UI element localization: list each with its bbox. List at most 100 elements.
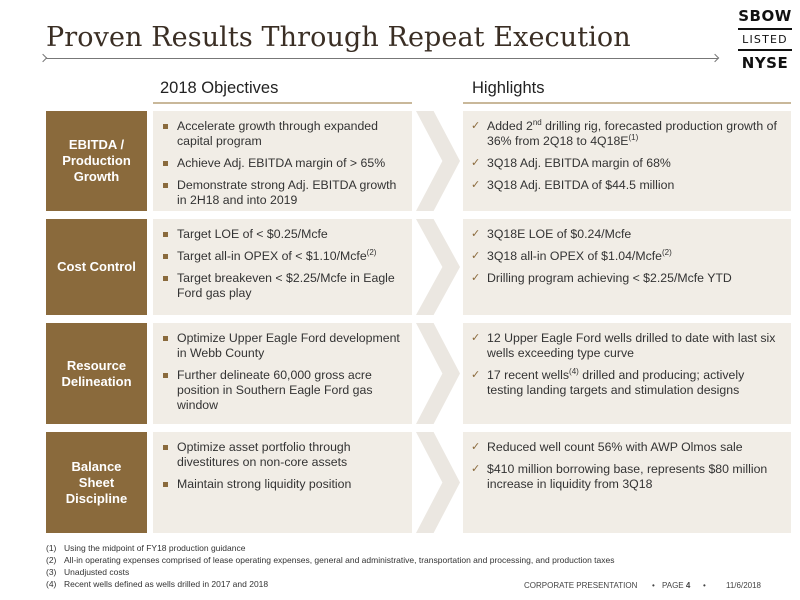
divider-arrow-left-icon (38, 53, 48, 63)
item-text: 3Q18 all-in OPEX of $1.04/Mcfe (487, 249, 662, 263)
highlight-item: ✓ Added 2nd drilling rig, forecasted prod… (471, 117, 781, 149)
item-text: Demonstrate strong Adj. EBITDA growth in… (177, 178, 397, 207)
objective-item: Maintain strong liquidity position (161, 477, 402, 492)
objectives-list: Optimize asset portfolio through divesti… (153, 432, 412, 492)
objective-item: Accelerate growth through expanded capit… (161, 119, 402, 149)
footnotes: (1) Using the midpoint of FY18 production… (46, 542, 614, 590)
row-label-line: Cost Control (57, 259, 136, 274)
checkmark-icon: ✓ (471, 228, 481, 240)
square-bullet-icon (163, 254, 168, 259)
objectives-panel: Accelerate growth through expanded capit… (153, 111, 412, 211)
highlight-item: ✓ $410 million borrowing base, represents… (471, 462, 781, 492)
item-text: Target breakeven < $2.25/Mcfe in Eagle F… (177, 271, 395, 300)
highlights-panel: ✓ 12 Upper Eagle Ford wells drilled to da… (463, 323, 791, 424)
square-bullet-icon (163, 183, 168, 188)
footnote-text: All-in operating expenses comprised of l… (64, 555, 615, 565)
objectives-list: Target LOE of < $0.25/Mcfe Target all-in … (153, 219, 412, 301)
row-label-line: Discipline (65, 490, 128, 506)
row-label-text: Resource Delineation (61, 358, 131, 390)
highlight-item: ✓ 3Q18 Adj. EBITDA of $44.5 million (471, 178, 781, 193)
highlights-panel: ✓ Reduced well count 56% with AWP Olmos s… (463, 432, 791, 533)
item-text: Achieve Adj. EBITDA margin of > 65% (177, 156, 386, 170)
checkmark-icon: ✓ (471, 250, 481, 262)
objectives-list: Optimize Upper Eagle Ford development in… (153, 323, 412, 413)
highlights-list: ✓ Reduced well count 56% with AWP Olmos s… (463, 432, 791, 492)
square-bullet-icon (163, 161, 168, 166)
item-text: Drilling program achieving < $2.25/Mcfe … (487, 271, 732, 285)
row-label: Cost Control (46, 219, 147, 315)
checkmark-icon: ✓ (471, 157, 481, 169)
objective-item: Optimize Upper Eagle Ford development in… (161, 331, 402, 361)
objectives-header-rule (153, 102, 412, 104)
objective-item: Optimize asset portfolio through divesti… (161, 440, 402, 470)
footnote-number: (4) (46, 579, 57, 589)
chevron-arrow-icon (416, 323, 460, 424)
square-bullet-icon (163, 445, 168, 450)
objectives-panel: Optimize asset portfolio through divesti… (153, 432, 412, 533)
row-label: Resource Delineation (46, 323, 147, 424)
item-text: Maintain strong liquidity position (177, 477, 352, 491)
footnote: (1) Using the midpoint of FY18 production… (46, 542, 614, 554)
title-divider (46, 58, 718, 59)
superscript: nd (532, 117, 542, 127)
item-text: 17 recent wells (487, 368, 570, 382)
superscript: (2) (661, 247, 672, 257)
footnote-number: (3) (46, 567, 57, 577)
superscript: (2) (366, 247, 377, 257)
footnote-number: (1) (46, 543, 57, 553)
row-label-text: EBITDA / Production Growth (62, 137, 131, 185)
item-text: Optimize Upper Eagle Ford development in… (177, 331, 400, 360)
objective-item: Further delineate 60,000 gross acre posi… (161, 368, 402, 413)
square-bullet-icon (163, 373, 168, 378)
footer-page: PAGE 4 (662, 581, 690, 590)
objectives-header: 2018 Objectives (160, 79, 279, 97)
superscript: (1) (628, 132, 639, 142)
footnote-number: (2) (46, 555, 57, 565)
row-label-line: Delineation (61, 373, 132, 389)
footer-page-number: 4 (685, 581, 691, 590)
row-label-text: Cost Control (57, 259, 136, 275)
item-text: $410 million borrowing base, represents … (487, 462, 768, 491)
row-label-line: EBITDA / (68, 137, 125, 152)
item-text: Further delineate 60,000 gross acre posi… (177, 368, 373, 412)
item-text: drilled and producing; actively testing … (487, 368, 745, 397)
chevron-arrow-icon (416, 219, 460, 315)
highlight-item: ✓ 17 recent wells(4) drilled and producin… (471, 367, 781, 398)
highlights-header-rule (463, 102, 791, 104)
footnote-text: Using the midpoint of FY18 production gu… (64, 543, 246, 553)
row-label-line: Balance (71, 458, 122, 474)
logo-ticker: SBOW (738, 7, 792, 25)
row-label-line: Resource (66, 357, 127, 373)
footnote: (2) All-in operating expenses comprised o… (46, 554, 614, 566)
item-text: 12 Upper Eagle Ford wells drilled to dat… (487, 331, 776, 360)
square-bullet-icon (163, 232, 168, 237)
objectives-list: Accelerate growth through expanded capit… (153, 111, 412, 208)
nyse-logo: SBOW LISTED NYSE (736, 7, 794, 72)
footer-page-label: PAGE (662, 581, 684, 590)
footnote-text: Unadjusted costs (64, 567, 130, 577)
highlight-item: ✓ 3Q18E LOE of $0.24/Mcfe (471, 227, 781, 242)
highlights-panel: ✓ Added 2nd drilling rig, forecasted prod… (463, 111, 791, 211)
square-bullet-icon (163, 124, 168, 129)
footnote: (3) Unadjusted costs (46, 566, 614, 578)
highlight-item: ✓ 3Q18 Adj. EBITDA margin of 68% (471, 156, 781, 171)
page-title: Proven Results Through Repeat Execution (46, 22, 631, 53)
logo-exchange: NYSE (741, 54, 789, 72)
item-text: Target all-in OPEX of < $1.10/Mcfe (177, 249, 367, 263)
checkmark-icon: ✓ (471, 120, 481, 132)
logo-divider (738, 28, 792, 30)
square-bullet-icon (163, 276, 168, 281)
item-text: Added 2 (487, 119, 533, 133)
objective-item: Achieve Adj. EBITDA margin of > 65% (161, 156, 402, 171)
item-text: Accelerate growth through expanded capit… (177, 119, 378, 148)
footer-section: CORPORATE PRESENTATION (524, 581, 638, 590)
objectives-panel: Target LOE of < $0.25/Mcfe Target all-in … (153, 219, 412, 315)
item-text: 3Q18E LOE of $0.24/Mcfe (487, 227, 632, 241)
row-label: Balance Sheet Discipline (46, 432, 147, 533)
row-label-line: Production (62, 153, 131, 168)
row-label-text: Balance Sheet Discipline (66, 459, 127, 507)
divider-arrow-right-icon (710, 53, 720, 63)
highlights-list: ✓ 12 Upper Eagle Ford wells drilled to da… (463, 323, 791, 398)
highlight-item: ✓ 3Q18 all-in OPEX of $1.04/Mcfe(2) (471, 247, 781, 264)
item-text: Target LOE of < $0.25/Mcfe (177, 227, 328, 241)
